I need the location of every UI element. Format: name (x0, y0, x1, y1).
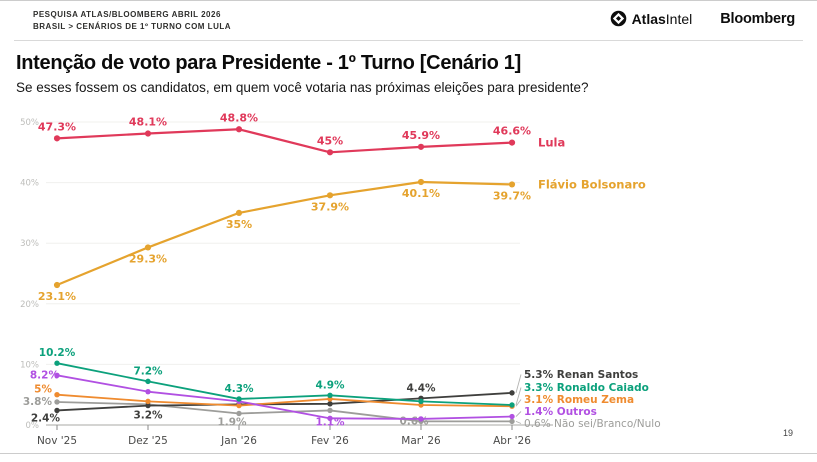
svg-text:5%: 5% (34, 384, 52, 396)
svg-text:37.9%: 37.9% (311, 200, 349, 213)
svg-text:Jan '26: Jan '26 (220, 435, 257, 447)
svg-text:Dez '25: Dez '25 (128, 435, 168, 447)
svg-text:40%: 40% (20, 179, 39, 189)
svg-text:50%: 50% (20, 118, 39, 128)
svg-text:Nov '25: Nov '25 (37, 435, 77, 447)
svg-text:30%: 30% (20, 239, 39, 249)
page-subtitle: Se esses fossem os candidatos, em quem v… (16, 80, 589, 95)
svg-text:23.1%: 23.1% (38, 290, 76, 303)
svg-text:48.1%: 48.1% (129, 116, 167, 129)
bloomberg-logo: Bloomberg (720, 10, 795, 27)
atlasintel-wordmark: AtlasIntel (631, 10, 693, 27)
svg-text:4.3%: 4.3% (224, 383, 254, 395)
svg-text:40.1%: 40.1% (402, 187, 440, 200)
line-chart: 0% 10% 20% 30% 40% 50% Nov '25 Dez '25 Jan '26 Fe… (20, 111, 661, 447)
svg-text:10%: 10% (20, 360, 39, 370)
svg-text:Abr '26: Abr '26 (493, 435, 531, 447)
svg-text:1.4% Outros: 1.4% Outros (524, 406, 597, 418)
svg-text:35%: 35% (226, 218, 252, 231)
svg-text:4.4%: 4.4% (406, 382, 436, 394)
svg-text:Fev '26: Fev '26 (311, 435, 349, 447)
svg-text:46.6%: 46.6% (493, 125, 531, 138)
svg-text:Flávio Bolsonaro: Flávio Bolsonaro (538, 177, 646, 191)
svg-text:7.2%: 7.2% (133, 365, 163, 377)
svg-text:45%: 45% (317, 134, 343, 147)
atlasintel-icon (610, 10, 627, 27)
page-title: Intenção de voto para Presidente - 1º Tu… (16, 52, 521, 74)
svg-text:0.6% Não sei/Branco/Nulo: 0.6% Não sei/Branco/Nulo (524, 418, 661, 430)
svg-text:3.8%: 3.8% (23, 396, 53, 408)
svg-text:20%: 20% (20, 300, 39, 310)
svg-text:10.2%: 10.2% (39, 347, 76, 359)
svg-text:Lula: Lula (538, 136, 565, 150)
svg-text:1.1%: 1.1% (315, 416, 345, 428)
svg-text:0%: 0% (26, 421, 40, 431)
page-number: 19 (782, 428, 793, 438)
slide-top-border (0, 0, 817, 1)
kicker-line-2: BRASIL > CENÁRIOS DE 1º TURNO COM LULA (33, 22, 232, 31)
svg-text:47.3%: 47.3% (38, 120, 76, 133)
svg-text:48.8%: 48.8% (220, 111, 258, 124)
svg-text:Mar' 26: Mar' 26 (401, 435, 441, 447)
header-divider (14, 40, 803, 41)
svg-text:2.4%: 2.4% (31, 412, 61, 424)
svg-text:1.9%: 1.9% (217, 416, 247, 428)
svg-text:45.9%: 45.9% (402, 129, 440, 142)
svg-text:29.3%: 29.3% (129, 252, 167, 265)
brand-logos: AtlasIntel Bloomberg (610, 10, 795, 27)
svg-text:3.1% Romeu Zema: 3.1% Romeu Zema (524, 394, 634, 406)
svg-text:4.9%: 4.9% (315, 379, 345, 391)
kicker: PESQUISA ATLAS/BLOOMBERG ABRIL 2026 BRAS… (33, 9, 231, 33)
svg-text:8.2%: 8.2% (30, 369, 60, 381)
svg-text:3.3% Ronaldo Caiado: 3.3% Ronaldo Caiado (524, 382, 649, 394)
svg-text:5.3% Renan Santos: 5.3% Renan Santos (524, 369, 638, 381)
svg-text:0.6%: 0.6% (399, 415, 429, 427)
slide-bottom-border (0, 453, 817, 454)
kicker-line-1: PESQUISA ATLAS/BLOOMBERG ABRIL 2026 (33, 10, 221, 19)
svg-text:39.7%: 39.7% (493, 189, 531, 202)
atlasintel-logo: AtlasIntel (610, 10, 693, 27)
svg-text:3.2%: 3.2% (133, 410, 163, 422)
